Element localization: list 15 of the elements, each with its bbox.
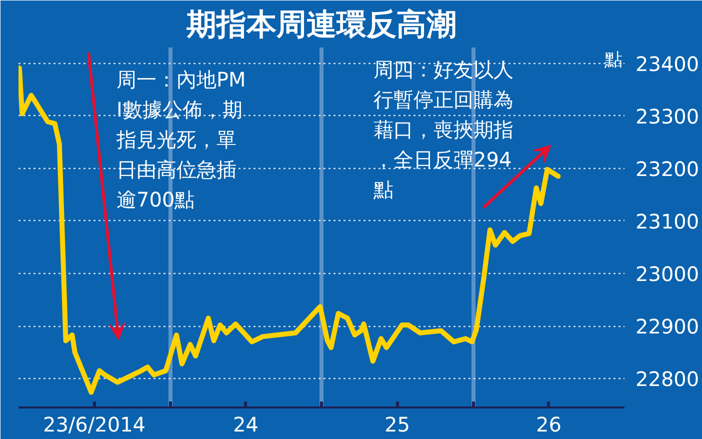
chart-title: 期指本周連環反高潮 <box>186 8 456 42</box>
y-tick-label: 23200 <box>636 156 700 181</box>
annotation: 周四：好友以人行暫停正回購為藉口，喪挾期指，全日反彈294點 <box>372 58 514 202</box>
x-tick-label: 24 <box>233 412 258 436</box>
y-axis-title: 點 <box>604 50 622 70</box>
x-tick-label: 26 <box>536 412 562 436</box>
x-tick-label: 23/6/2014 <box>42 412 146 436</box>
annotation: 周一：內地PMI數據公佈，期指見光死，單日由高位急插逾700點 <box>116 68 246 212</box>
y-tick-label: 23100 <box>636 209 700 234</box>
y-tick-label: 23000 <box>636 262 700 286</box>
y-tick-label: 23300 <box>636 104 700 128</box>
y-tick-label: 23400 <box>636 52 700 76</box>
y-tick-label: 22900 <box>636 314 700 339</box>
x-tick-label: 25 <box>384 412 410 436</box>
y-tick-label: 22800 <box>636 367 700 392</box>
